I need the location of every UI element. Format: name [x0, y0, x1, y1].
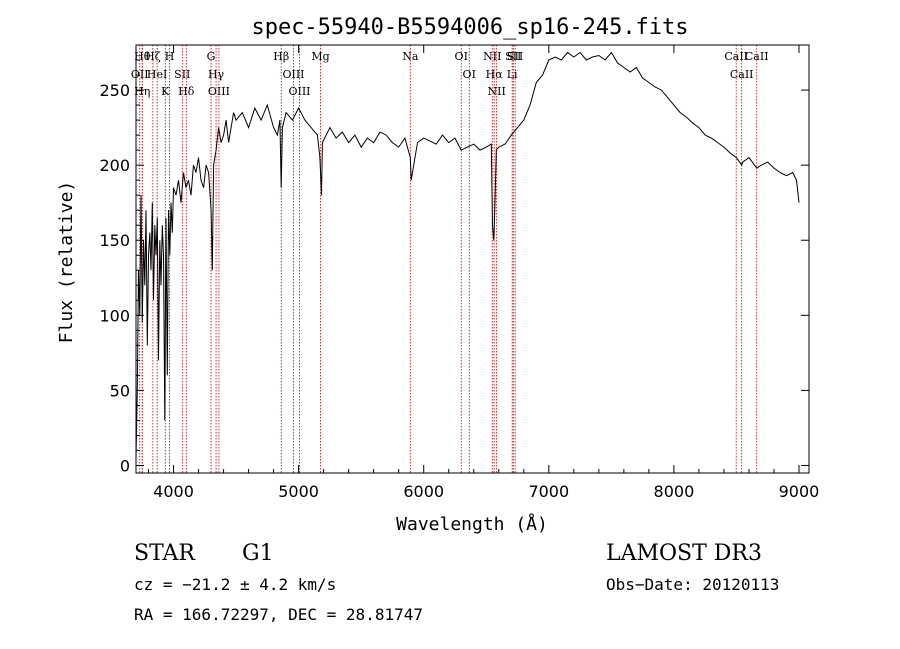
- marker-label: OI: [455, 50, 468, 63]
- marker-label: OIII: [282, 68, 304, 81]
- object-subclass: G1: [242, 541, 274, 566]
- x-tick-label: 6000: [403, 482, 444, 501]
- marker-label: NII: [487, 85, 505, 98]
- marker-label: SII: [505, 50, 521, 63]
- y-tick-label: 0: [120, 456, 130, 475]
- marker-label: Li: [507, 68, 518, 81]
- x-tick-label: 5000: [278, 482, 319, 501]
- marker-label: Hα: [486, 68, 504, 81]
- x-tick-label: 7000: [528, 482, 569, 501]
- chart-title: spec-55940-B5594006_sp16-245.fits: [251, 15, 688, 40]
- marker-label: Hδ: [178, 85, 195, 98]
- marker-label: SII: [507, 50, 523, 63]
- y-tick-label: 200: [99, 156, 130, 175]
- marker-label: OIII: [288, 85, 310, 98]
- y-tick-label: 150: [99, 231, 130, 250]
- marker-label: HeI: [147, 68, 167, 81]
- object-class: STAR: [134, 541, 196, 566]
- x-tick-label: 8000: [654, 482, 695, 501]
- flux-series-line: [135, 51, 800, 459]
- plot-frame: [135, 44, 810, 474]
- velocity-readout: cz = −21.2 ± 4.2 km/s: [134, 575, 336, 594]
- survey-name: LAMOST DR3: [606, 541, 762, 566]
- obs-date: Obs−Date: 20120113: [606, 575, 779, 594]
- y-axis-label: Flux (relative): [56, 181, 77, 344]
- marker-label: Hζ: [145, 50, 161, 63]
- marker-label: OI: [463, 68, 476, 81]
- marker-label: Mg: [311, 50, 329, 63]
- marker-label: NII: [483, 50, 501, 63]
- y-axis-ticks: 0 50 100 150 200 250: [99, 59, 809, 475]
- y-tick-label: 250: [99, 81, 130, 100]
- marker-label: CaII: [745, 50, 769, 63]
- marker-label: OII: [131, 68, 149, 81]
- coordinates: RA = 166.72297, DEC = 28.81747: [134, 605, 423, 624]
- marker-label: G: [207, 50, 216, 63]
- line-markers: [139, 45, 758, 473]
- marker-label: CaII: [724, 50, 748, 63]
- marker-label: K: [161, 85, 170, 98]
- x-tick-label: 9000: [779, 482, 820, 501]
- marker-label: H: [165, 50, 175, 63]
- marker-label: Na: [402, 50, 419, 63]
- marker-label: Hγ: [208, 68, 225, 81]
- marker-label: CaII: [730, 68, 754, 81]
- marker-label: OIII: [208, 85, 230, 98]
- marker-label: SII: [174, 68, 190, 81]
- marker-label: Hβ: [273, 50, 289, 63]
- y-tick-label: 50: [110, 381, 130, 400]
- x-tick-label: 4000: [153, 482, 194, 501]
- y-tick-label: 100: [99, 306, 130, 325]
- x-axis-label: Wavelength (Å): [396, 513, 548, 535]
- marker-label: Hη: [134, 85, 150, 98]
- x-axis-ticks: 4000 5000 6000 7000 8000 9000: [148, 45, 820, 501]
